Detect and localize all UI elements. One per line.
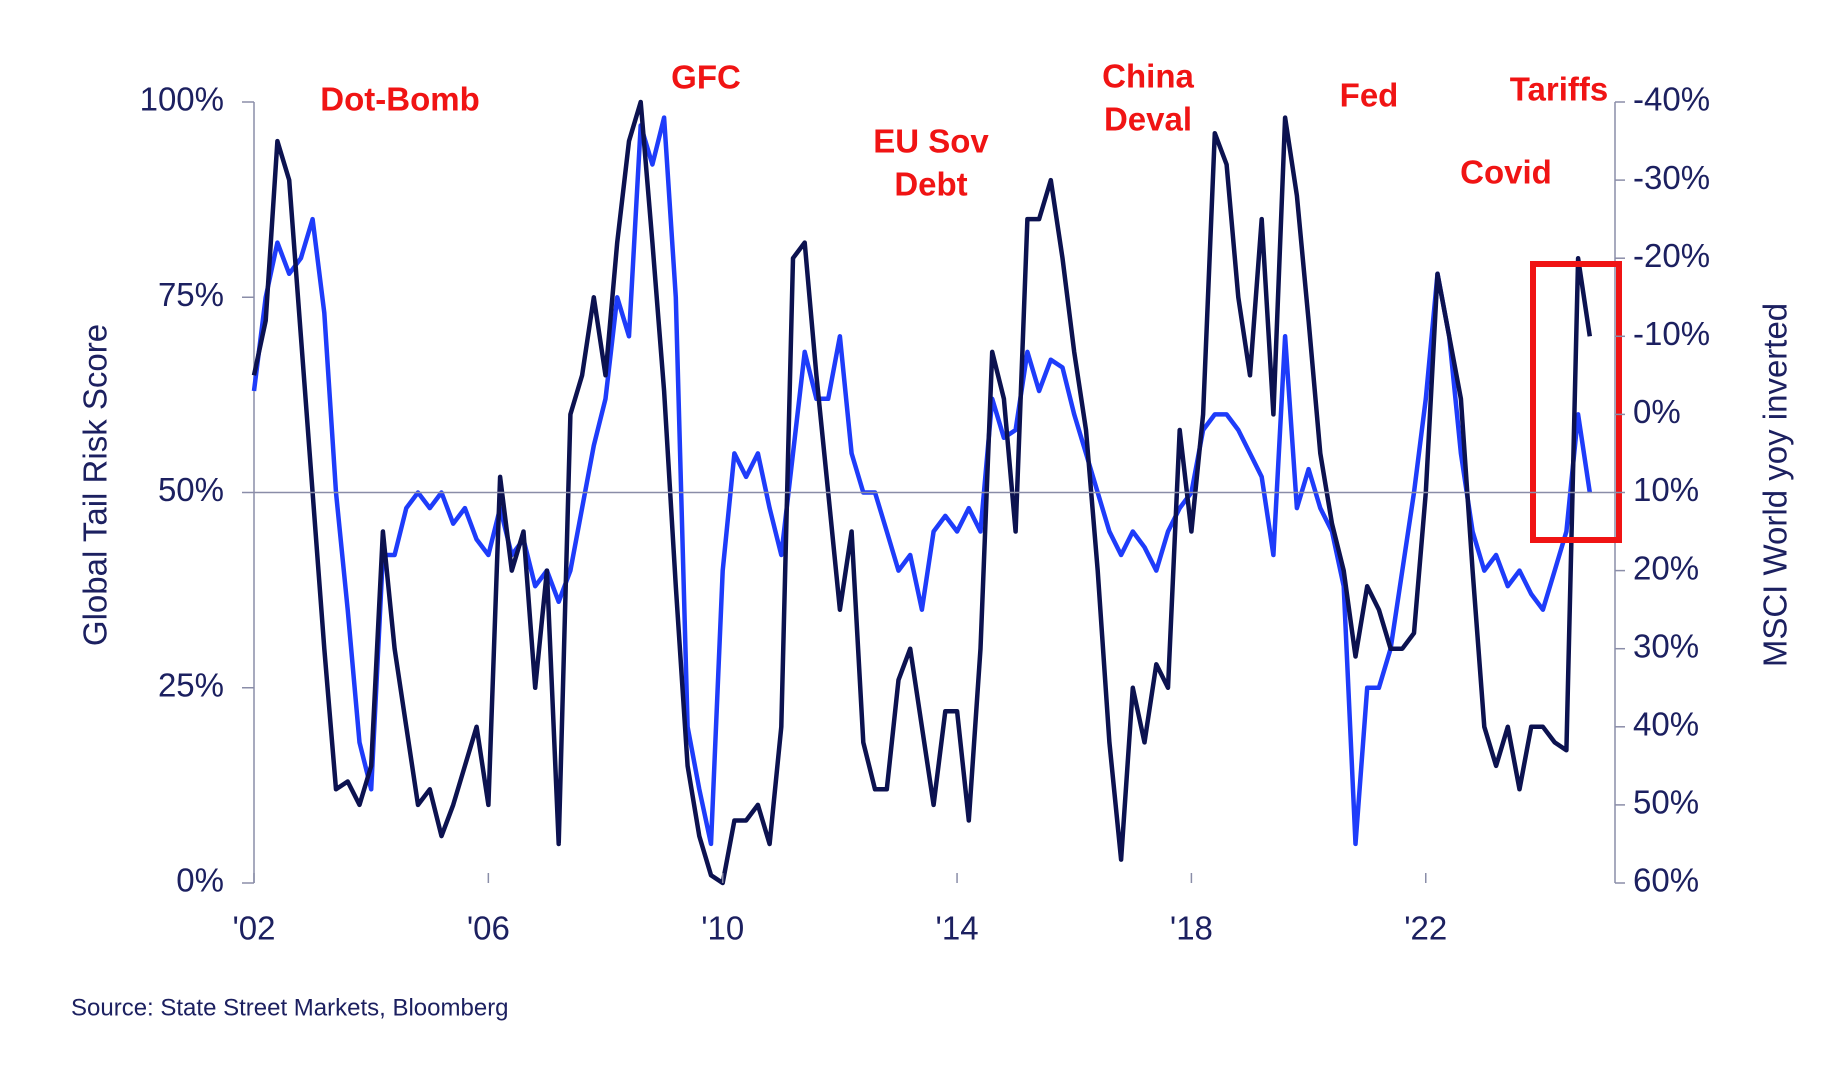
y-tick-label: 75% <box>158 276 224 313</box>
x-tick-label: '14 <box>936 910 979 947</box>
x-tick-label: '10 <box>701 910 744 947</box>
y2-tick-label: -20% <box>1633 237 1710 274</box>
y-tick-label: 0% <box>176 862 224 899</box>
y-tick-label: 100% <box>140 81 224 118</box>
source: Source: State Street Markets, Bloomberg <box>71 994 509 1021</box>
y2-tick-label: 10% <box>1633 471 1699 508</box>
annotation: GFC <box>671 59 741 96</box>
plot <box>251 99 1593 886</box>
y2-tick-label: -10% <box>1633 315 1710 352</box>
x-tick-label: '18 <box>1170 910 1213 947</box>
y2-tick-label: 0% <box>1633 393 1681 430</box>
annotation: Tariffs <box>1510 71 1608 108</box>
y2-tick-label: 60% <box>1633 862 1699 899</box>
annotation: China <box>1102 58 1194 95</box>
line-series <box>251 99 1593 886</box>
y2-axis-title: MSCI World yoy inverted <box>1757 303 1794 667</box>
annotation: Fed <box>1340 77 1399 114</box>
annotation: EU Sov <box>873 123 989 160</box>
x-tick-label: '22 <box>1404 910 1447 947</box>
annotation: Covid <box>1460 154 1552 191</box>
y2-tick-label: 40% <box>1633 706 1699 743</box>
annotation: Deval <box>1104 101 1192 138</box>
highlight-box <box>1530 261 1622 543</box>
y2-tick-label: 50% <box>1633 784 1699 821</box>
y-axis-title: Global Tail Risk Score <box>77 324 114 646</box>
y2-tick-label: -30% <box>1633 159 1710 196</box>
line-series <box>251 115 1593 847</box>
annotation: Dot-Bomb <box>320 81 479 118</box>
y2-tick-label: 30% <box>1633 627 1699 664</box>
y2-tick-label: -40% <box>1633 81 1710 118</box>
y-tick-label: 50% <box>158 471 224 508</box>
x-tick-label: '06 <box>467 910 510 947</box>
y2-tick-label: 20% <box>1633 549 1699 586</box>
x-tick-label: '02 <box>232 910 275 947</box>
y-tick-label: 25% <box>158 666 224 703</box>
annotation: Debt <box>894 166 967 203</box>
